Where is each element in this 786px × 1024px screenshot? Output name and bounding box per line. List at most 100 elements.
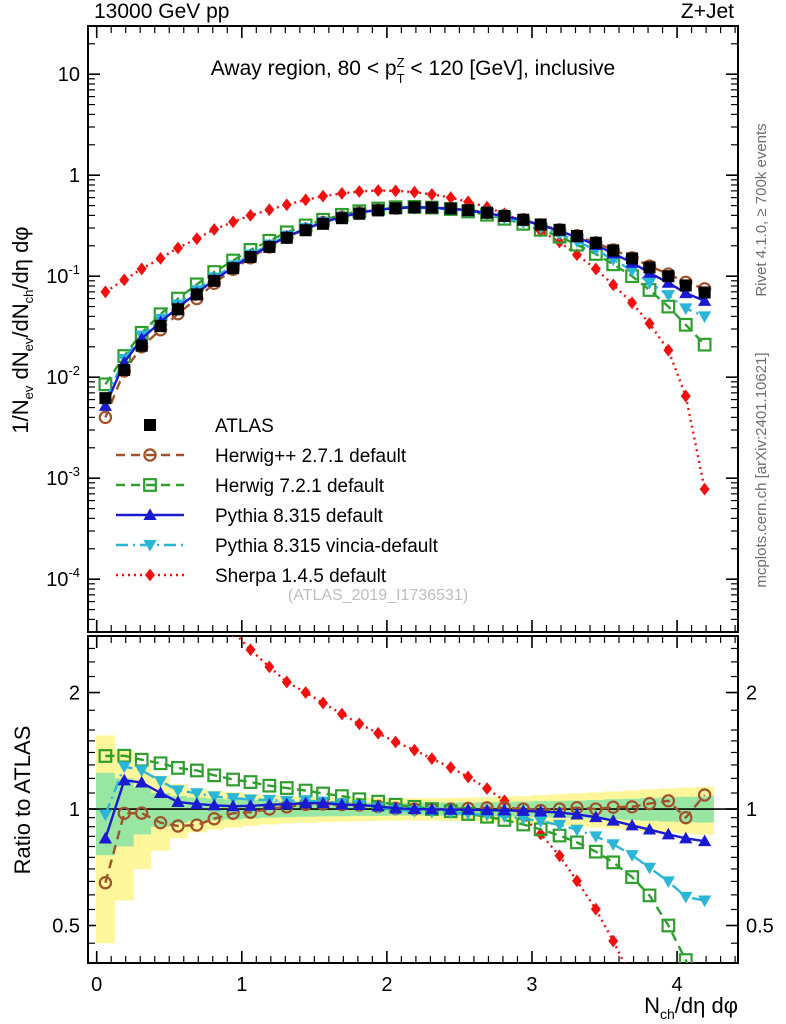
ratio-data-point <box>354 717 365 731</box>
legend-label: Sherpa 1.4.5 default <box>215 566 387 587</box>
data-point <box>244 250 257 263</box>
x-tick-label: 4 <box>672 974 683 996</box>
series-line <box>104 206 706 401</box>
data-point <box>263 240 276 253</box>
ratio-data-point <box>661 918 676 933</box>
data-point <box>625 265 639 278</box>
data-point <box>299 224 312 237</box>
ratio-data-point <box>698 895 712 908</box>
rivet-version-side-label: Rivet 4.1.0, ≥ 700k events <box>753 123 770 296</box>
ratio-data-point <box>153 776 168 788</box>
data-point <box>627 296 638 310</box>
ratio-data-point <box>231 636 235 638</box>
data-point <box>318 189 329 203</box>
ratio-data-point <box>135 775 149 788</box>
ratio-data-point <box>534 816 548 828</box>
data-point <box>172 241 183 255</box>
ratio-series-line <box>104 779 705 843</box>
data-point <box>118 363 131 376</box>
data-point <box>679 303 693 315</box>
legend-label: ATLAS <box>215 416 274 437</box>
data-point <box>264 203 275 217</box>
main-y-tick-label: 10-4 <box>46 565 80 591</box>
ratio-data-point <box>207 791 221 804</box>
data-point <box>155 252 166 265</box>
legend-item-0[interactable]: ATLAS <box>144 416 274 437</box>
ratio-y-tick-label-right: 2 <box>746 683 757 705</box>
ratio-data-point <box>98 876 113 890</box>
ratio-data-point <box>190 818 204 832</box>
data-point <box>353 207 366 220</box>
data-point <box>336 187 347 200</box>
ratio-data-point <box>606 855 621 870</box>
ratio-data-point <box>625 800 639 814</box>
ratio-data-point <box>642 796 657 811</box>
data-point <box>517 213 530 226</box>
data-point <box>678 317 693 332</box>
data-point <box>119 273 130 287</box>
main-plot-title: Away region, 80 < pZ T < 120 [GeV], inclu… <box>211 55 615 86</box>
ratio-data-point <box>679 810 693 825</box>
ratio-data-point <box>190 788 204 800</box>
series-line <box>104 206 706 407</box>
ratio-panel-frame <box>87 635 739 964</box>
data-point <box>661 290 675 302</box>
ratio-data-point <box>679 891 693 904</box>
ratio-data-point <box>461 803 475 815</box>
legend-item-5[interactable]: Sherpa 1.4.5 default <box>116 566 387 587</box>
series-pythia-8-315-default <box>98 200 712 411</box>
ratio-data-point <box>316 796 330 809</box>
data-point <box>679 286 693 299</box>
ratio-data-point <box>226 793 240 805</box>
ratio-y-tick-label: 0.5 <box>52 916 80 938</box>
ratio-data-point <box>516 813 530 826</box>
ratio-data-point <box>407 802 422 815</box>
header-right-label: Z+Jet <box>681 0 734 23</box>
ratio-y-tick-label-right: 0.5 <box>746 916 774 938</box>
ratio-data-point <box>280 797 294 810</box>
ratio-data-point <box>516 804 530 816</box>
ratio-data-point <box>426 752 437 765</box>
data-point <box>389 202 402 215</box>
data-point <box>135 339 148 352</box>
legend-item-4[interactable]: Pythia 8.315 vincia-default <box>116 536 439 557</box>
mcplots-source-side-label: mcplots.cern.ch [arXiv:2401.10621] <box>753 352 770 587</box>
data-point <box>190 288 203 301</box>
series-atlas <box>99 201 711 405</box>
ratio-data-point <box>679 831 693 844</box>
ratio-data-point <box>279 781 294 795</box>
legend-label: Herwig 7.2.1 default <box>215 476 385 497</box>
legend-item-3[interactable]: Pythia 8.315 default <box>116 506 384 527</box>
ratio-data-point <box>625 850 639 862</box>
series-line <box>104 206 706 418</box>
ratio-data-point <box>243 775 258 789</box>
main-y-ticks: 10 1 10-1 10-2 10-3 10-4 <box>46 25 738 633</box>
ratio-data-point <box>390 735 401 749</box>
ratio-band-inner <box>95 772 715 856</box>
legend-item-1[interactable]: Herwig++ 2.7.1 default <box>116 446 407 467</box>
ratio-data-point <box>606 839 620 851</box>
legend-item-2[interactable]: Herwig 7.2.1 default <box>116 476 385 497</box>
data-point <box>662 270 675 283</box>
header-left-label: 13000 GeV pp <box>94 0 229 23</box>
ratio-data-point <box>497 803 512 816</box>
ratio-data-point <box>661 794 676 808</box>
legend: ATLAS Herwig++ 2.7.1 default Herwig 7.2.1 … <box>116 416 439 587</box>
ratio-uncertainty-bands <box>88 735 738 944</box>
ratio-data-point <box>661 827 675 840</box>
legend-label: Herwig++ 2.7.1 default <box>215 446 407 467</box>
ratio-data-point <box>606 814 620 826</box>
legend-marker-square-filled <box>144 419 156 431</box>
data-point <box>280 231 293 244</box>
ratio-data-point <box>299 796 313 809</box>
ratio-data-point <box>352 798 366 811</box>
ratio-data-point <box>499 794 510 808</box>
legend-marker-square-open <box>143 478 157 492</box>
ratio-data-point <box>262 798 276 810</box>
ratio-data-point <box>552 805 567 818</box>
x-axis-title: Nch/dη dφ <box>644 993 738 1022</box>
main-y-tick-label: 1 <box>69 165 80 187</box>
ratio-data-point <box>409 743 420 757</box>
ratio-data-point <box>678 953 693 963</box>
